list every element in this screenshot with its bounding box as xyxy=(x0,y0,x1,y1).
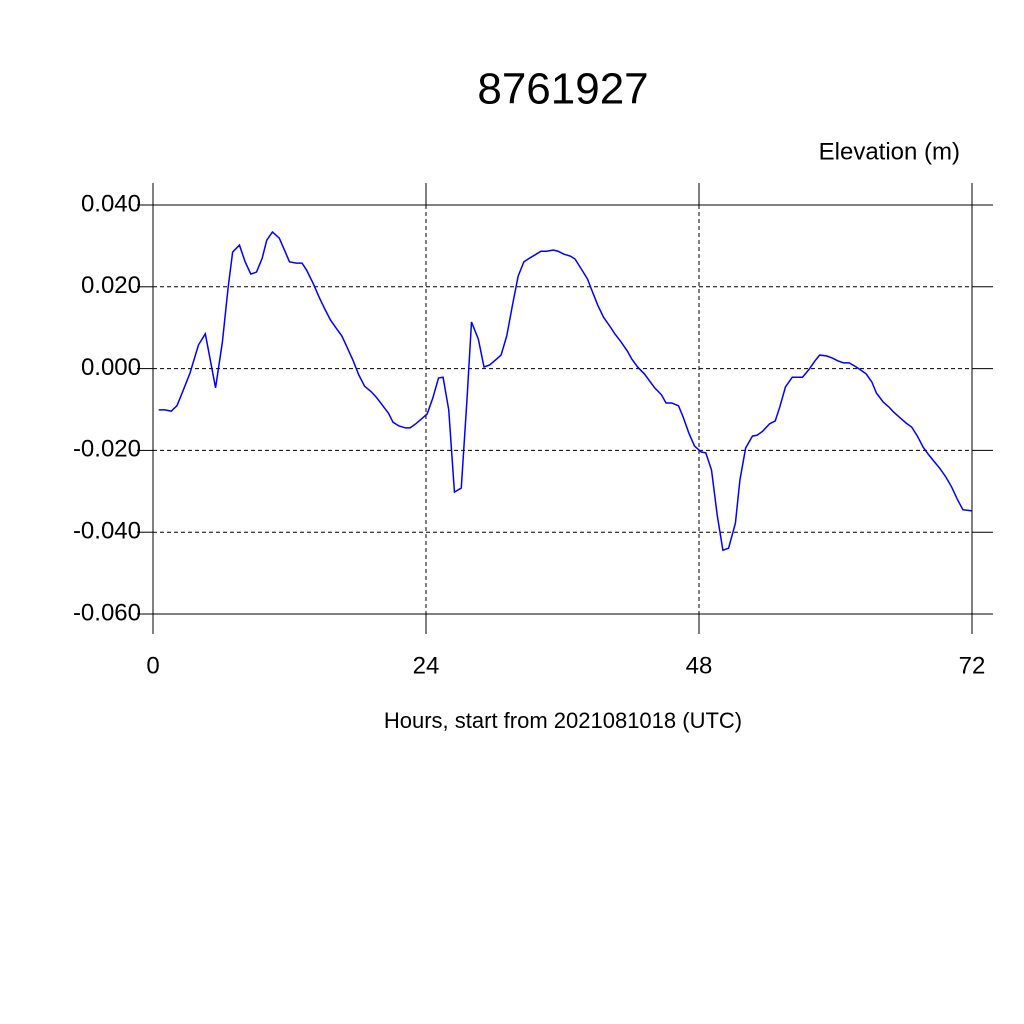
x-tick-label: 48 xyxy=(686,652,713,679)
x-tick-label: 72 xyxy=(959,652,986,679)
y-tick-label: -0.060 xyxy=(73,599,141,626)
y-tick-label: 0.020 xyxy=(81,272,141,299)
x-tick-label: 24 xyxy=(413,652,440,679)
x-axis-label: Hours, start from 2021081018 (UTC) xyxy=(384,708,742,733)
y-axis-label: Elevation (m) xyxy=(819,138,960,165)
y-tick-label: -0.020 xyxy=(73,436,141,463)
y-tick-label: 0.000 xyxy=(81,354,141,381)
line xyxy=(158,230,973,552)
y-tick-label: -0.040 xyxy=(73,518,141,545)
x-tick-label: 0 xyxy=(146,652,159,679)
y-tick-label: 0.040 xyxy=(81,190,141,217)
chart-title: 8761927 xyxy=(477,65,648,114)
